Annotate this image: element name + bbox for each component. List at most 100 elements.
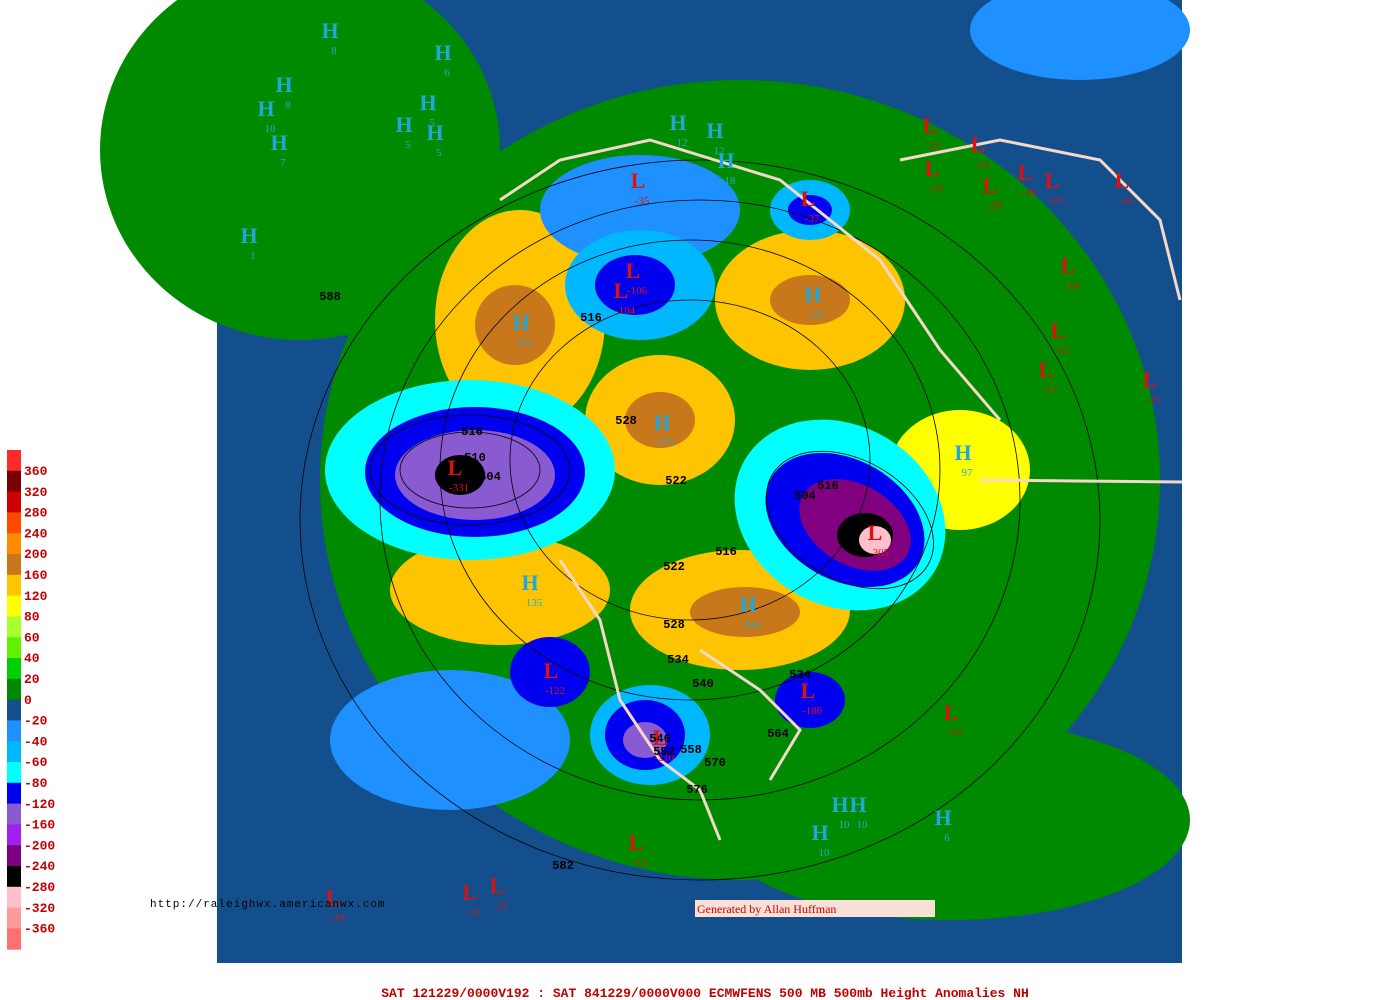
center-value: -21 (975, 159, 990, 171)
legend-swatch (7, 491, 21, 513)
center-value: -305 (869, 547, 890, 559)
legend-swatch (7, 803, 21, 825)
center-symbol: L (544, 658, 559, 683)
center-symbol: L (490, 873, 505, 898)
center-value: 8 (285, 99, 291, 111)
contour-label: 558 (680, 743, 702, 757)
pressure-centers: H8H8H10H7H5H5H5H6H1L-35L-106L-104H211H11… (240, 18, 1161, 924)
legend-label: 160 (24, 568, 48, 583)
center-value: -19 (330, 912, 345, 924)
center-value: 5 (429, 117, 435, 129)
legend-label: 120 (24, 589, 48, 604)
center-value: -11 (1147, 394, 1161, 406)
center-value: -37 (805, 213, 820, 225)
center-symbol: H (419, 90, 436, 115)
center-symbol: L (631, 168, 646, 193)
legend-swatch (7, 907, 21, 929)
center-symbol: L (448, 455, 463, 480)
legend-swatch (7, 678, 21, 701)
legend-label: 80 (24, 610, 40, 625)
center-symbol: H (426, 120, 443, 145)
legend-label: -20 (24, 714, 48, 729)
legend-label: -80 (24, 776, 48, 791)
center-symbol: H (257, 96, 274, 121)
contour-label: 516 (580, 311, 602, 325)
contour-label: 552 (653, 745, 675, 759)
contour-label: 564 (767, 727, 789, 741)
center-value: 97 (962, 467, 974, 479)
center-value: -19 (1049, 195, 1064, 207)
center-value: -14 (1119, 195, 1134, 207)
center-value: -331 (449, 482, 469, 494)
legend-swatch (7, 720, 21, 742)
center-symbol: H (849, 792, 866, 817)
legend-swatch (7, 866, 21, 888)
contour-label: 588 (319, 290, 341, 304)
center-symbol: L (626, 258, 641, 283)
contour-label: 522 (665, 474, 687, 488)
center-value: 5 (405, 139, 411, 151)
center-symbol: L (944, 700, 959, 725)
center-symbol: H (395, 112, 412, 137)
contour-label: 528 (615, 414, 637, 428)
credit: Generated by Allan Huffman (697, 902, 836, 916)
legend-label: -40 (24, 734, 48, 749)
center-value: 8 (331, 45, 337, 57)
center-value: -122 (545, 685, 565, 697)
legend-swatch (7, 554, 21, 576)
center-value: 10 (819, 847, 831, 859)
legend-label: -360 (24, 922, 55, 937)
legend-swatch (7, 886, 21, 909)
legend-label: -60 (24, 755, 48, 770)
center-value: -21 (927, 140, 942, 152)
center-symbol: L (1051, 318, 1066, 343)
center-value: 5 (436, 147, 442, 159)
center-symbol: H (434, 40, 451, 65)
contour-label: 510 (464, 451, 486, 465)
legend-swatch (7, 574, 21, 597)
credit-box (695, 900, 935, 917)
legend-swatch (7, 637, 21, 659)
legend-swatch (7, 616, 21, 638)
center-symbol: H (804, 282, 821, 307)
center-value: -19 (1022, 187, 1037, 199)
center-value: -17 (1043, 384, 1058, 396)
center-value: 10 (265, 123, 277, 135)
legend-label: 40 (24, 651, 40, 666)
center-value: -18 (1065, 280, 1080, 292)
center-symbol: H (653, 410, 670, 435)
contour-label: 546 (649, 732, 671, 746)
center-value: -106 (627, 285, 648, 297)
center-symbol: L (629, 830, 644, 855)
center-value: -15 (1055, 345, 1070, 357)
legend-label: -160 (24, 818, 55, 833)
legend-label: -120 (24, 797, 55, 812)
legend-label: 240 (24, 526, 48, 541)
center-value: 12 (677, 137, 688, 149)
center-value: 6 (444, 67, 450, 79)
center-value: 204 (744, 619, 761, 631)
center-value: 6 (944, 832, 950, 844)
center-value: -210 (654, 752, 675, 764)
legend-label: 200 (24, 547, 48, 562)
center-symbol: H (669, 110, 686, 135)
center-value: -186 (802, 705, 823, 717)
legend-label: -280 (24, 880, 55, 895)
center-symbol: L (925, 156, 940, 181)
center-value: 18 (725, 175, 737, 187)
center-symbol: L (1018, 160, 1033, 185)
contour-label: 534 (789, 668, 811, 682)
center-symbol: H (811, 820, 828, 845)
legend-swatch (7, 470, 21, 493)
legend-label: -240 (24, 859, 55, 874)
center-value: -20 (987, 200, 1002, 212)
center-value: 211 (517, 337, 533, 349)
legend-swatch (7, 928, 21, 950)
center-symbol: L (971, 132, 986, 157)
center-symbol: H (954, 440, 971, 465)
center-value: -104 (615, 305, 636, 317)
center-value: 10 (857, 819, 869, 831)
center-value: -17 (948, 727, 963, 739)
